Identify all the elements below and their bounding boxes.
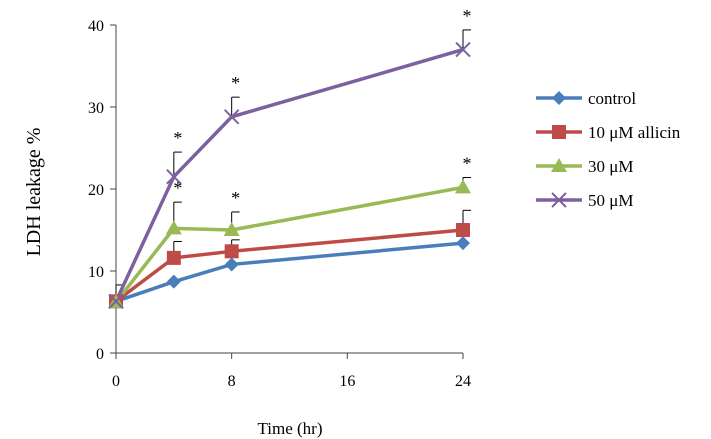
x-marker-stroke (108, 293, 124, 310)
series-lines (114, 47, 464, 304)
data-point (165, 220, 182, 235)
data-point (166, 250, 181, 265)
axes: 0 10 20 30 40 0 8 16 24 (88, 18, 471, 390)
y-tick-label: 20 (88, 182, 104, 199)
data-point (166, 274, 181, 289)
x-marker-stroke (223, 109, 240, 125)
x-tick-label: 0 (112, 373, 120, 390)
significance-star: * (173, 128, 182, 148)
y-tick-label: 0 (96, 346, 104, 363)
data-point (224, 244, 239, 259)
legend-marker (552, 91, 566, 105)
y-tick-label: 40 (88, 18, 104, 35)
legend-label: control (588, 89, 636, 108)
x-axis-title: Time (hr) (257, 419, 322, 438)
data-point (224, 257, 239, 272)
data-point (455, 41, 471, 58)
significance-star: * (231, 73, 240, 93)
series-line (115, 241, 464, 303)
significance-markers: * * * * * * (173, 6, 471, 208)
legend-marker (551, 158, 567, 172)
data-point (456, 236, 470, 251)
x-marker-stroke (455, 41, 471, 58)
legend-item: 30 μM (536, 157, 633, 176)
significance-star: * (463, 6, 472, 26)
legend-marker (551, 192, 567, 208)
legend-label: 10 μM allicin (588, 123, 681, 142)
legend-item: 50 μM (536, 191, 633, 210)
legend-marker (552, 125, 566, 139)
significance-star: * (463, 154, 472, 174)
series-line (114, 185, 464, 304)
y-axis-title: LDH leakage % (23, 128, 45, 257)
x-tick-label: 16 (339, 373, 355, 390)
legend-item: 10 μM allicin (536, 123, 681, 142)
legend-label: 30 μM (588, 157, 633, 176)
series-line (114, 47, 464, 303)
data-point (166, 168, 182, 185)
data-point (223, 222, 240, 236)
significance-star: * (173, 178, 182, 198)
x-marker-stroke (166, 168, 182, 185)
y-tick-label: 30 (88, 100, 104, 117)
series-markers (108, 41, 471, 310)
y-tick-label: 10 (88, 264, 104, 281)
data-point (455, 179, 471, 194)
data-point (456, 223, 470, 237)
x-marker-stroke (551, 192, 567, 208)
data-point (108, 293, 124, 310)
legend: control 10 μM allicin 30 μM 50 μM (536, 89, 681, 210)
x-tick-label: 24 (455, 373, 471, 390)
x-tick-label: 8 (228, 373, 236, 390)
series-line (114, 228, 464, 303)
legend-item: control (536, 89, 636, 108)
legend-label: 50 μM (588, 191, 633, 210)
data-point (223, 109, 240, 125)
significance-star: * (231, 188, 240, 208)
